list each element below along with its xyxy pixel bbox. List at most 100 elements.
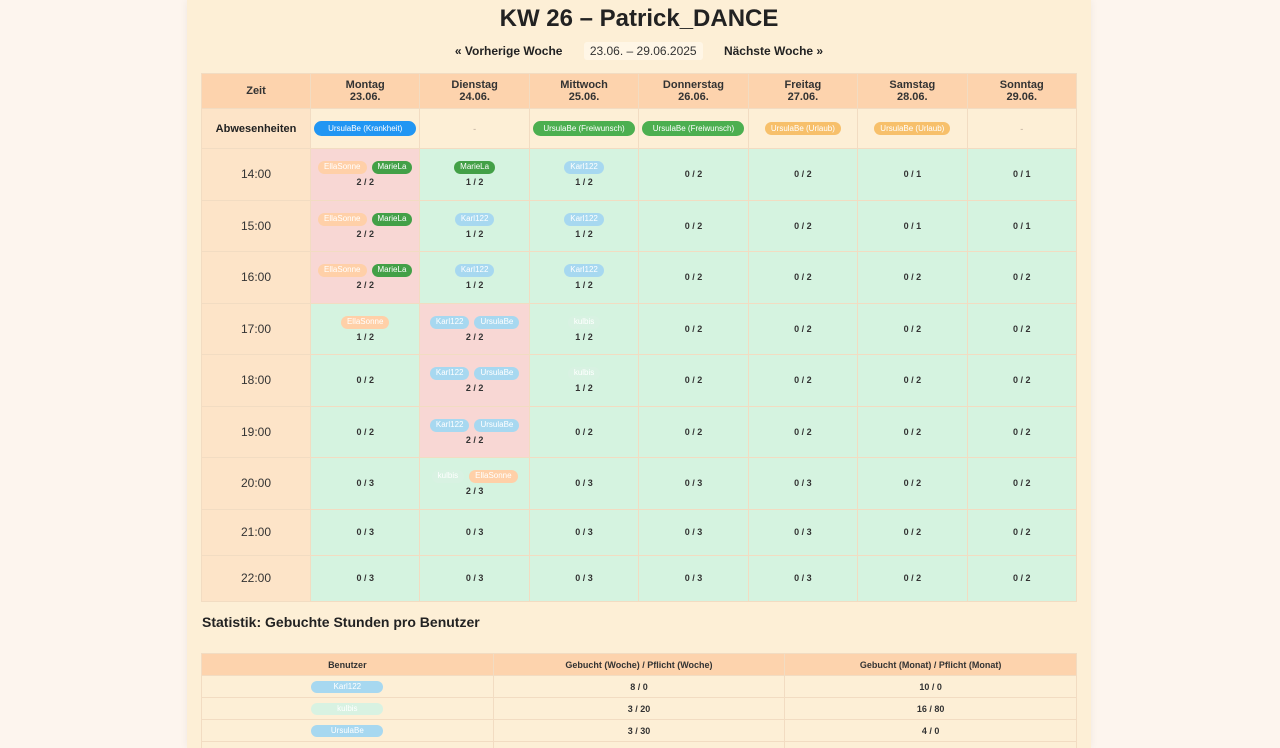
- slot-cell[interactable]: 0 / 3: [419, 554, 530, 602]
- slot-cell[interactable]: Karl122 UrsulaBe 2 / 2: [419, 354, 530, 407]
- slot-cell[interactable]: 0 / 2: [966, 457, 1078, 510]
- slot-cell[interactable]: 0 / 2: [747, 302, 859, 355]
- slot-cell[interactable]: 0 / 2: [857, 457, 968, 510]
- booking-chip[interactable]: MarieLa: [371, 264, 413, 278]
- booking-chip[interactable]: Karl122: [429, 315, 470, 329]
- absence-badge[interactable]: UrsulaBe (Krankheit): [314, 121, 417, 136]
- time-label: 20:00: [201, 457, 311, 510]
- slot-cell[interactable]: 0 / 2: [747, 199, 859, 252]
- slot-cell[interactable]: 0 / 1: [966, 148, 1078, 201]
- booking-chip[interactable]: Karl122: [454, 264, 495, 278]
- slot-cell[interactable]: 0 / 2: [528, 405, 640, 458]
- time-slot-row: 18:00 0 / 2 Karl122 UrsulaBe 2 / 2 kulbis 1 / …: [201, 354, 1078, 407]
- booking-chip[interactable]: Karl122: [429, 367, 470, 381]
- slot-cell[interactable]: EllaSonne 1 / 2: [309, 302, 421, 355]
- booking-chip[interactable]: UrsulaBe: [474, 315, 520, 329]
- booking-chip[interactable]: Karl122: [429, 418, 470, 432]
- slot-cell[interactable]: 0 / 2: [638, 251, 749, 304]
- slot-cell[interactable]: 0 / 3: [638, 457, 749, 510]
- slot-cell[interactable]: 0 / 2: [638, 405, 749, 458]
- slot-cell[interactable]: EllaSonne MarieLa 2 / 2: [309, 148, 421, 201]
- day-header: Donnerstag 26.06.: [638, 73, 749, 109]
- prev-week-link[interactable]: « Vorherige Woche: [454, 44, 563, 58]
- slot-cell[interactable]: 0 / 3: [528, 508, 640, 556]
- slot-cell[interactable]: kulbis EllaSonne 2 / 3: [419, 457, 530, 510]
- slot-cell[interactable]: Karl122 1 / 2: [419, 199, 530, 252]
- booking-chip[interactable]: Karl122: [564, 161, 604, 175]
- slot-cell[interactable]: Karl122 1 / 2: [528, 199, 640, 252]
- slot-cell[interactable]: 0 / 2: [309, 405, 421, 458]
- stats-user-cell: UrsulaBe: [201, 719, 494, 742]
- slot-cell[interactable]: 0 / 2: [966, 251, 1078, 304]
- slot-cell[interactable]: 0 / 2: [966, 405, 1078, 458]
- slot-cell[interactable]: 0 / 2: [966, 554, 1078, 602]
- slot-cell[interactable]: 0 / 3: [747, 554, 859, 602]
- slot-cell[interactable]: 0 / 2: [747, 354, 859, 407]
- absence-badge[interactable]: UrsulaBe (Freiwunsch): [533, 121, 636, 136]
- slot-cell[interactable]: 0 / 1: [857, 148, 968, 201]
- slot-cell[interactable]: 0 / 2: [966, 354, 1078, 407]
- slot-cell[interactable]: 0 / 2: [638, 148, 749, 201]
- slot-cell[interactable]: 0 / 3: [747, 457, 859, 510]
- booking-chip[interactable]: Karl122: [564, 212, 604, 226]
- slot-cell[interactable]: 0 / 2: [747, 405, 859, 458]
- slot-cell[interactable]: 0 / 2: [747, 251, 859, 304]
- booking-chip[interactable]: kulbis: [431, 470, 465, 484]
- booking-chip[interactable]: Karl122: [454, 212, 495, 226]
- slot-cell[interactable]: 0 / 3: [309, 554, 421, 602]
- slot-cell[interactable]: 0 / 3: [419, 508, 530, 556]
- booking-chip[interactable]: UrsulaBe: [474, 367, 520, 381]
- absence-badge[interactable]: UrsulaBe (Urlaub): [874, 122, 951, 135]
- slot-cell[interactable]: 0 / 2: [747, 148, 859, 201]
- booking-chip[interactable]: EllaSonne: [469, 470, 518, 484]
- slot-cell[interactable]: 0 / 2: [857, 302, 968, 355]
- slot-cell[interactable]: 0 / 2: [857, 508, 968, 556]
- slot-cell[interactable]: 0 / 1: [857, 199, 968, 252]
- slot-cell[interactable]: kulbis 1 / 2: [528, 302, 640, 355]
- slot-cell[interactable]: EllaSonne MarieLa 2 / 2: [309, 199, 421, 252]
- booking-chip[interactable]: EllaSonne: [318, 161, 367, 175]
- booking-chip[interactable]: kulbis: [567, 315, 601, 329]
- slot-cell[interactable]: 0 / 2: [857, 554, 968, 602]
- slot-cell[interactable]: Karl122 1 / 2: [419, 251, 530, 304]
- absence-badge[interactable]: UrsulaBe (Urlaub): [764, 122, 841, 135]
- slot-cell[interactable]: Karl122 UrsulaBe 2 / 2: [419, 302, 530, 355]
- slot-cell[interactable]: EllaSonne MarieLa 2 / 2: [309, 251, 421, 304]
- slot-cell[interactable]: 0 / 2: [857, 405, 968, 458]
- booking-chip[interactable]: EllaSonne: [340, 315, 390, 329]
- slot-cell[interactable]: 0 / 2: [638, 302, 749, 355]
- slot-cell[interactable]: Karl122 UrsulaBe 2 / 2: [419, 405, 530, 458]
- slot-cell[interactable]: 0 / 3: [638, 554, 749, 602]
- slot-cell[interactable]: 0 / 3: [528, 554, 640, 602]
- slot-count: 0 / 2: [684, 426, 703, 437]
- slot-cell[interactable]: 0 / 3: [638, 508, 749, 556]
- booking-chip[interactable]: EllaSonne: [318, 212, 367, 226]
- slot-cell[interactable]: 0 / 3: [309, 457, 421, 510]
- slot-cell[interactable]: Karl122 1 / 2: [528, 251, 640, 304]
- booking-chip[interactable]: MarieLa: [371, 212, 413, 226]
- slot-cell[interactable]: 0 / 2: [857, 251, 968, 304]
- absence-badge[interactable]: UrsulaBe (Freiwunsch): [642, 121, 745, 136]
- slot-cell[interactable]: 0 / 2: [309, 354, 421, 407]
- slot-cell[interactable]: kulbis 1 / 2: [528, 354, 640, 407]
- slot-cell[interactable]: 0 / 2: [638, 354, 749, 407]
- slot-cell[interactable]: 0 / 3: [528, 457, 640, 510]
- slot-cell[interactable]: 0 / 2: [966, 302, 1078, 355]
- slot-cell[interactable]: MarieLa 1 / 2: [419, 148, 530, 201]
- slot-cell[interactable]: 0 / 2: [857, 354, 968, 407]
- booking-chip[interactable]: EllaSonne: [318, 264, 367, 278]
- slot-cell[interactable]: 0 / 1: [966, 199, 1078, 252]
- booking-chip[interactable]: MarieLa: [371, 161, 413, 175]
- booking-chip[interactable]: MarieLa: [454, 161, 496, 175]
- slot-cell[interactable]: 0 / 3: [747, 508, 859, 556]
- slot-cell[interactable]: 0 / 3: [309, 508, 421, 556]
- slot-cell[interactable]: 0 / 2: [966, 508, 1078, 556]
- booking-chip[interactable]: kulbis: [567, 367, 601, 381]
- slot-count: 0 / 2: [684, 220, 703, 231]
- slot-bookings: Karl122: [530, 212, 638, 226]
- slot-cell[interactable]: 0 / 2: [638, 199, 749, 252]
- booking-chip[interactable]: UrsulaBe: [474, 418, 520, 432]
- booking-chip[interactable]: Karl122: [564, 264, 604, 278]
- slot-cell[interactable]: Karl122 1 / 2: [528, 148, 640, 201]
- next-week-link[interactable]: Nächste Woche »: [723, 44, 824, 58]
